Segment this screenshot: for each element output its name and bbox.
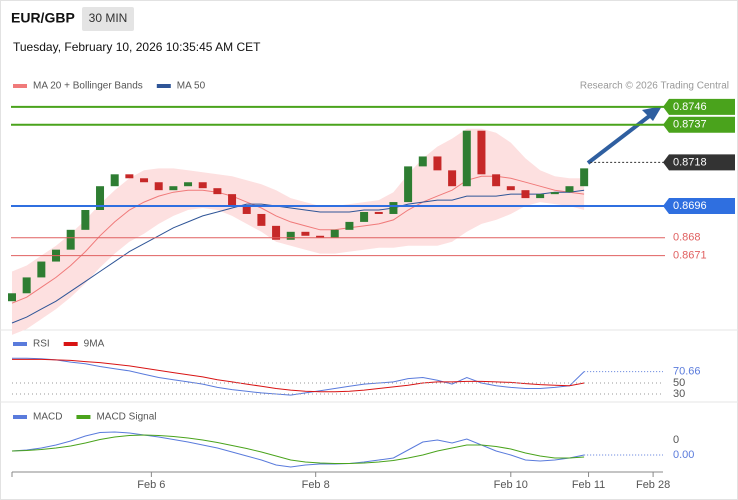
- candle: [389, 202, 398, 214]
- candle: [374, 211, 383, 214]
- indicator-line: [12, 358, 585, 393]
- ma-line: [11, 189, 585, 324]
- candle: [316, 235, 325, 238]
- y-tick-label: 0: [673, 434, 679, 446]
- level-tag: [663, 116, 735, 133]
- y-tick-label: 50: [673, 377, 685, 389]
- level-tag: [663, 154, 735, 171]
- legend-label: MACD Signal: [96, 412, 156, 423]
- candle: [257, 213, 266, 226]
- indicator-line: [11, 434, 585, 464]
- level-label: 0.8671: [673, 250, 707, 262]
- level-label: 0.8737: [673, 119, 707, 131]
- candle: [286, 231, 295, 240]
- legend-label: 9MA: [84, 339, 105, 350]
- candle: [360, 211, 369, 222]
- candle: [37, 261, 46, 278]
- candle: [140, 178, 149, 183]
- candle: [301, 231, 310, 236]
- candle: [536, 194, 545, 199]
- forecast-arrow: [586, 112, 654, 165]
- legend-swatch: [76, 415, 91, 419]
- candle: [448, 170, 457, 187]
- candle: [492, 174, 501, 187]
- level-label: 0.8718: [673, 156, 707, 168]
- candle: [433, 156, 442, 171]
- candle: [345, 221, 354, 230]
- candle: [521, 190, 530, 199]
- candle: [580, 168, 589, 187]
- candle: [81, 210, 90, 230]
- level-tag: [663, 98, 735, 115]
- candle: [477, 130, 486, 175]
- indicator-line: [11, 431, 585, 468]
- candle: [184, 182, 193, 187]
- legend-label: RSI: [33, 339, 50, 350]
- candle: [66, 229, 75, 250]
- last-value-label: 0.00: [673, 449, 694, 461]
- candle: [154, 182, 163, 191]
- candle: [272, 225, 281, 240]
- candle: [228, 194, 237, 207]
- x-tick-label: Feb 6: [137, 479, 165, 491]
- candle: [96, 186, 105, 210]
- candle: [462, 130, 471, 187]
- candle: [125, 174, 134, 179]
- candle: [22, 277, 31, 294]
- level-label: 0.8696: [673, 200, 707, 212]
- level-label: 0.8746: [673, 101, 707, 113]
- symbol: EUR/GBP: [11, 10, 75, 26]
- level-tag: [663, 198, 735, 215]
- candle: [8, 293, 16, 302]
- candle: [169, 186, 178, 191]
- level-label: 0.868: [673, 232, 701, 244]
- legend-label: MACD: [33, 412, 62, 423]
- x-tick-label: Feb 10: [494, 479, 528, 491]
- legend-swatch: [13, 84, 27, 88]
- x-tick-label: Feb 8: [302, 479, 330, 491]
- forecast-arrowhead: [642, 106, 662, 121]
- legend-label: MA 20 + Bollinger Bands: [33, 81, 143, 92]
- interval-badge: [82, 7, 134, 31]
- legend-swatch: [13, 415, 27, 419]
- candle: [198, 182, 207, 189]
- candle: [213, 188, 222, 195]
- last-value-label: 70.66: [673, 366, 701, 378]
- candle: [506, 186, 515, 191]
- candle: [330, 229, 339, 238]
- ma-line: [11, 175, 585, 304]
- candle: [404, 166, 413, 203]
- legend-swatch: [63, 342, 78, 346]
- indicator-line: [12, 357, 585, 396]
- candle: [550, 192, 559, 195]
- candle: [110, 174, 119, 187]
- datetime: Tuesday, February 10, 2026 10:35:45 AM C…: [13, 40, 261, 54]
- x-tick-label: Feb 11: [572, 479, 605, 491]
- candle: [418, 156, 427, 167]
- legend-swatch: [13, 342, 27, 346]
- credit: Research © 2026 Trading Central: [580, 81, 729, 92]
- x-tick-label: Feb 28: [636, 479, 670, 491]
- legend-swatch: [156, 84, 171, 88]
- candle: [242, 206, 251, 214]
- candle: [565, 186, 574, 193]
- y-tick-label: 30: [673, 388, 685, 400]
- bollinger-band: [12, 128, 585, 335]
- interval: 30 MIN: [89, 11, 128, 25]
- legend-label: MA 50: [177, 81, 206, 92]
